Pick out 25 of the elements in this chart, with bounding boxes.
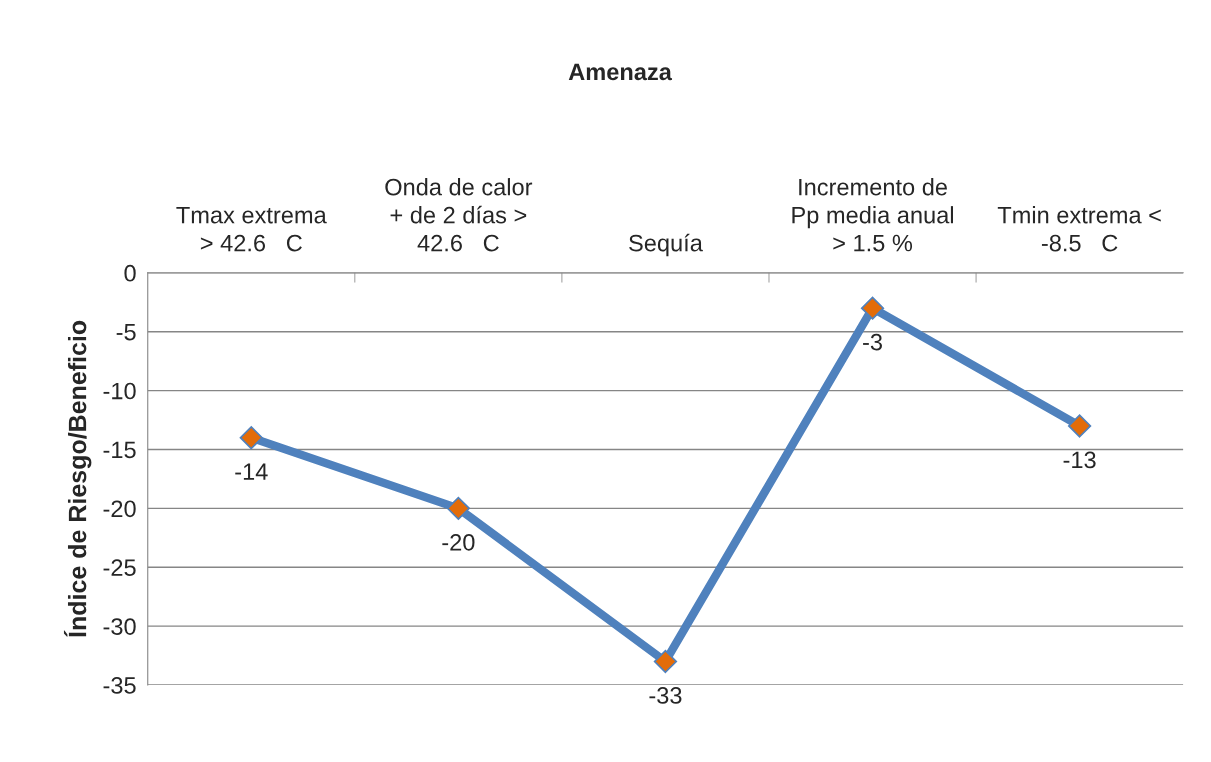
data-label: -13 xyxy=(1063,451,1096,469)
chart-title: Amenaza xyxy=(568,63,673,81)
point xyxy=(653,649,678,674)
y-tick-label: -20 xyxy=(103,500,136,518)
point xyxy=(239,426,263,450)
x-tick-label: Onda de calor + de 2 días > 42.6 C xyxy=(385,178,533,252)
data-label: -3 xyxy=(863,333,882,351)
x-tick-label: Incremento de Pp media anual > 1.5 % xyxy=(792,178,953,252)
y-tick-label: -30 xyxy=(103,618,136,635)
x-tick-label: Sequía xyxy=(629,233,703,257)
data-label: -14 xyxy=(235,463,268,480)
data-label: -33 xyxy=(649,687,682,704)
y-tick-label: -5 xyxy=(116,324,136,341)
y-tick-label: -10 xyxy=(103,382,136,400)
y-axis-title: Índice de Riesgo/Beneficio xyxy=(63,320,92,637)
x-tick-label: Tmax extrema > 42.6 C xyxy=(176,206,327,252)
x-tick-label: Tmin extrema < -8.5 C xyxy=(997,206,1161,252)
point xyxy=(1067,414,1092,438)
y-tick-label: 0 xyxy=(124,264,136,282)
point xyxy=(860,296,885,320)
y-tick-label: -35 xyxy=(103,677,136,694)
y-tick-label: -15 xyxy=(103,441,136,459)
y-tick-label: -25 xyxy=(103,559,136,577)
data-label: -20 xyxy=(442,533,475,551)
point xyxy=(446,496,471,521)
